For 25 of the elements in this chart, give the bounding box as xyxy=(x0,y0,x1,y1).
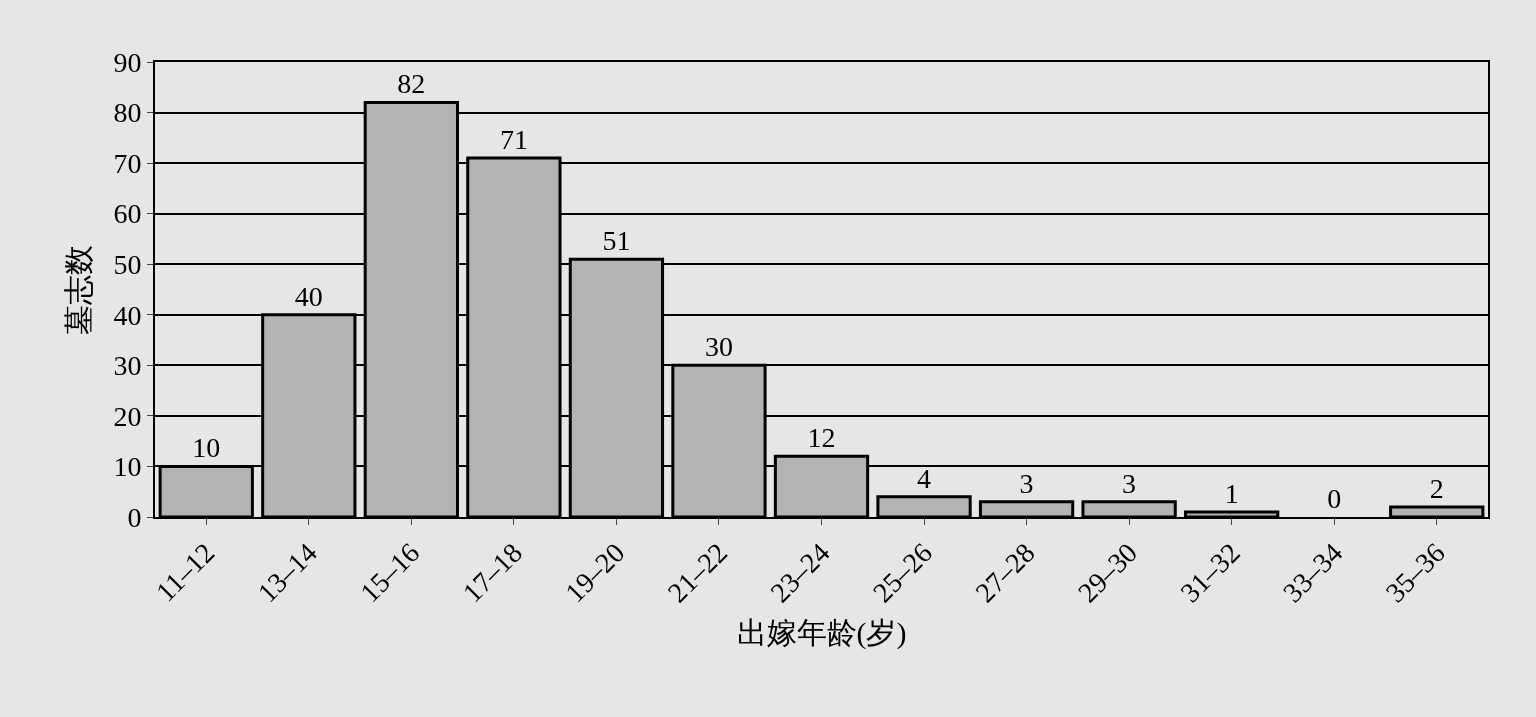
data-label: 1 xyxy=(1224,477,1239,509)
y-axis-title: 墓志数 xyxy=(61,244,95,335)
data-label: 0 xyxy=(1327,483,1342,514)
y-tick-label: 70 xyxy=(113,147,142,179)
y-tick-label: 10 xyxy=(113,451,142,483)
y-tick-label: 20 xyxy=(113,400,142,432)
y-tick-label: 90 xyxy=(113,46,142,78)
data-label: 2 xyxy=(1429,472,1444,504)
data-label: 3 xyxy=(1019,467,1034,499)
y-tick-label: 60 xyxy=(113,198,142,230)
y-tick-label: 50 xyxy=(113,249,142,281)
y-tick-label: 40 xyxy=(113,299,142,331)
y-tick-label: 80 xyxy=(113,97,142,129)
data-label: 4 xyxy=(917,462,932,494)
x-axis-title: 出嫁年龄(岁) xyxy=(736,616,907,651)
data-label: 12 xyxy=(807,422,836,454)
data-label: 10 xyxy=(192,432,221,464)
data-label: 82 xyxy=(397,68,426,100)
data-label: 40 xyxy=(294,280,323,312)
data-label: 3 xyxy=(1122,467,1137,499)
data-label: 71 xyxy=(499,124,528,156)
y-tick-label: 0 xyxy=(127,501,142,533)
y-tick-label: 30 xyxy=(113,350,142,382)
data-label: 51 xyxy=(602,225,631,257)
data-label: 30 xyxy=(704,331,733,363)
